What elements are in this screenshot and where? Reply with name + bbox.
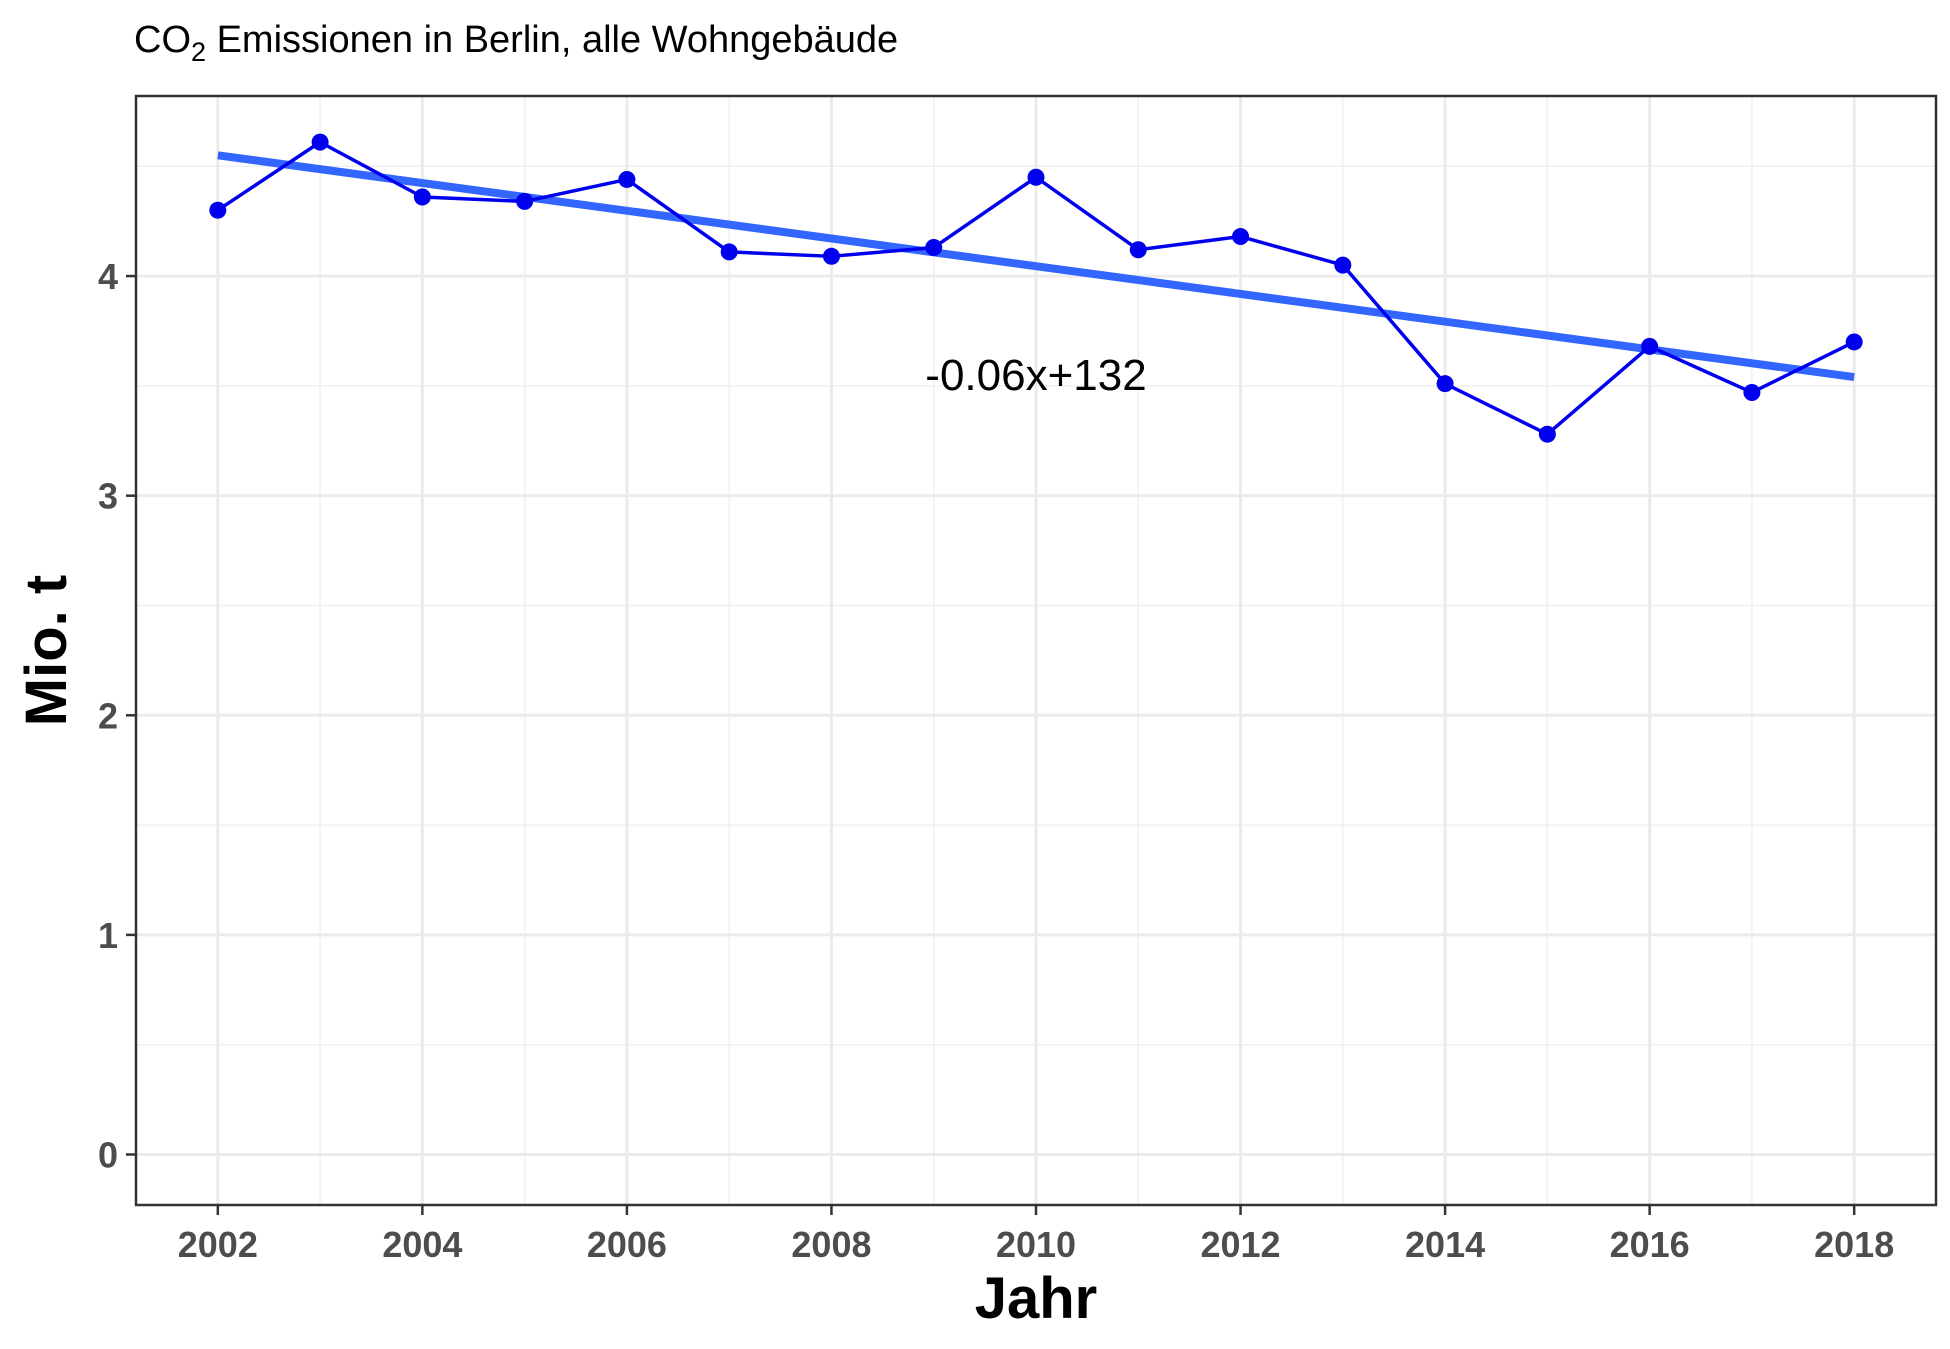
y-tick-label: 2	[98, 695, 118, 736]
points-layer	[209, 133, 1863, 443]
x-tick-label: 2002	[178, 1224, 258, 1265]
x-tick-label: 2008	[791, 1224, 871, 1265]
y-tick-label: 3	[98, 476, 118, 517]
data-point	[618, 170, 636, 188]
data-point	[720, 243, 738, 261]
data-point	[1436, 375, 1454, 393]
y-tick-label: 0	[98, 1134, 118, 1175]
y-tick-label: 1	[98, 915, 118, 956]
trendline-equation: -0.06x+132	[925, 351, 1146, 400]
x-tick-label: 2004	[382, 1224, 462, 1265]
x-axis-title: Jahr	[975, 1266, 1098, 1331]
data-point	[413, 188, 431, 206]
grid-major	[136, 96, 1936, 1205]
x-tick-label: 2016	[1610, 1224, 1690, 1265]
x-tick-label: 2018	[1814, 1224, 1894, 1265]
data-point	[822, 247, 840, 265]
data-point	[1334, 256, 1352, 274]
data-point	[311, 133, 329, 151]
x-tick-label: 2006	[587, 1224, 667, 1265]
y-tick-label: 4	[98, 256, 118, 297]
trend-line	[217, 151, 1855, 382]
y-axis-title: Mio. t	[14, 575, 79, 726]
chart-title: CO2 Emissionen in Berlin, alle Wohngebäu…	[134, 19, 898, 67]
data-point	[1027, 168, 1045, 186]
trendline-layer	[217, 151, 1855, 382]
chart-title-subscript: 2	[191, 37, 206, 67]
data-point	[1232, 228, 1250, 246]
data-point	[1641, 337, 1659, 355]
x-tick-label: 2014	[1405, 1224, 1485, 1265]
data-point	[1845, 333, 1863, 351]
data-point	[516, 192, 534, 210]
x-axis-ticks: 2002 2004 2006 2008 2010 2012 2014 2016 2018	[178, 1205, 1894, 1265]
y-axis-ticks: 0 1 2 3 4	[98, 256, 136, 1175]
data-point	[209, 201, 227, 219]
chart-title-prefix: CO	[134, 19, 191, 61]
data-point	[1129, 241, 1147, 259]
data-point	[925, 239, 943, 257]
x-tick-label: 2012	[1200, 1224, 1280, 1265]
x-tick-label: 2010	[996, 1224, 1076, 1265]
chart-title-suffix: Emissionen in Berlin, alle Wohngebäude	[206, 19, 898, 61]
data-point	[1538, 425, 1556, 443]
data-point	[1743, 383, 1761, 401]
